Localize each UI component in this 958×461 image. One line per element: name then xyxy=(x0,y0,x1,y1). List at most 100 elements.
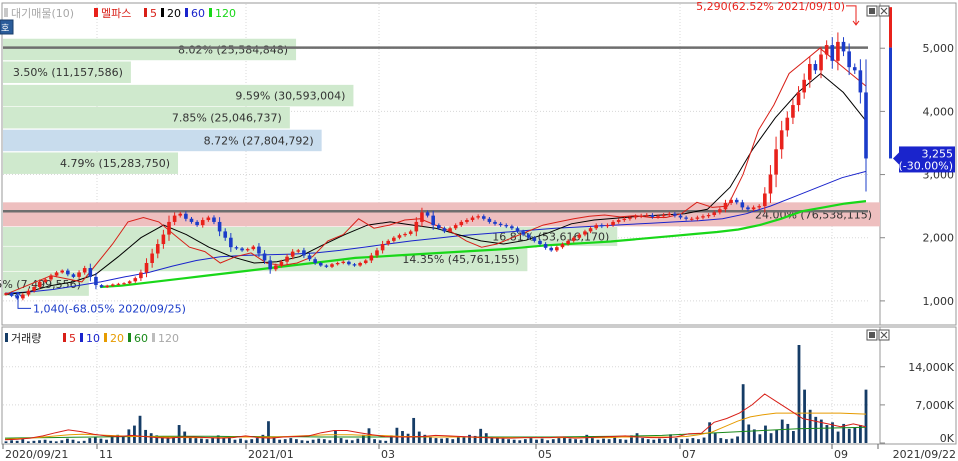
candle-body xyxy=(279,261,284,266)
volume-bar xyxy=(518,440,522,443)
candle-body xyxy=(105,285,109,287)
profile-label: 14.35% (45,761,155) xyxy=(402,253,519,266)
volume-bar xyxy=(384,440,388,443)
volume-tick-label: 0K xyxy=(940,432,955,445)
legend-price[interactable]: 멜파스 xyxy=(101,7,131,20)
candle-body xyxy=(549,247,554,251)
price-levels xyxy=(3,46,868,213)
candles xyxy=(4,32,868,301)
candle-body xyxy=(864,92,868,159)
volume-bar xyxy=(110,437,114,443)
candle-body xyxy=(453,225,458,229)
volume-bar xyxy=(4,441,8,443)
candle-body xyxy=(167,221,171,235)
profile-bar xyxy=(3,226,618,246)
candle-body xyxy=(403,233,407,236)
volume-bar xyxy=(389,435,393,443)
side-toggle[interactable]: 호 xyxy=(0,19,14,35)
volume-bar xyxy=(685,438,689,443)
volume-bar xyxy=(239,438,242,443)
low-annotation: 1,040(-68.05% 2020/09/25) xyxy=(33,302,186,315)
volume-bar xyxy=(272,437,276,443)
volume-bar xyxy=(630,435,633,443)
profile-bar xyxy=(3,61,131,83)
volume-axis: 14,000K 7,000K 0K xyxy=(880,361,955,445)
legend-swatch-ma120 xyxy=(209,8,212,17)
volume-bar xyxy=(451,439,455,443)
volume-bar xyxy=(412,417,416,443)
legend-ma5[interactable]: 5 xyxy=(150,7,157,20)
volume-bar xyxy=(546,440,550,443)
candle-body xyxy=(594,225,598,229)
profile-bar xyxy=(3,129,322,152)
side-toggle-button[interactable] xyxy=(0,19,14,35)
volume-bar xyxy=(814,416,818,443)
volume-bar xyxy=(479,428,483,443)
legend-vol-ma120[interactable]: 120 xyxy=(158,332,179,345)
profile-label: 7.85% (25,046,737) xyxy=(172,112,282,125)
legend-ma60[interactable]: 60 xyxy=(191,7,205,20)
volume-bar xyxy=(808,409,812,443)
candle-body xyxy=(712,212,717,215)
candle-body xyxy=(526,234,531,238)
volume-bar xyxy=(60,440,64,443)
candle-body xyxy=(324,265,329,267)
side-toggle-label: 호 xyxy=(1,23,9,34)
price-tick-label: 4,000 xyxy=(923,105,955,118)
volume-bar xyxy=(490,436,494,443)
date-label: 11 xyxy=(99,448,113,461)
candle-body xyxy=(347,261,351,265)
profile-label: 8.02% (25,584,848) xyxy=(178,43,288,56)
legend-vol-ma5[interactable]: 5 xyxy=(69,332,76,345)
high-annotation: 5,290(62.52% 2021/09/10) xyxy=(696,0,845,13)
volume-bar xyxy=(227,436,231,443)
volume-bar xyxy=(719,438,723,443)
candle-body xyxy=(600,225,604,227)
candle-body xyxy=(88,268,93,277)
candle-body xyxy=(813,64,818,71)
price-tick-label: 1,000 xyxy=(923,295,955,308)
candle-body xyxy=(341,261,346,263)
volume-bar xyxy=(322,439,326,443)
axis-range-up xyxy=(889,7,892,48)
volume-bar xyxy=(797,345,801,443)
volume-bar xyxy=(255,438,259,443)
volume-bar xyxy=(289,438,293,443)
profile-bar xyxy=(3,152,179,174)
candle-body xyxy=(49,275,53,280)
volume-bar xyxy=(267,421,270,443)
candle-body xyxy=(375,250,379,256)
legend-ma120[interactable]: 120 xyxy=(215,7,236,20)
legend-vol-ma60[interactable]: 60 xyxy=(134,332,148,345)
volume-bar xyxy=(300,440,304,443)
candle-body xyxy=(318,262,323,266)
candle-body xyxy=(431,215,435,226)
candle-body xyxy=(470,217,475,221)
legend-profile[interactable]: 대기매물(10) xyxy=(11,7,74,20)
volume-bar xyxy=(294,439,298,443)
candle-body xyxy=(302,250,306,256)
volume-bar xyxy=(775,429,779,443)
volume-bar xyxy=(496,438,499,443)
volume-bar xyxy=(691,438,695,443)
legend-volume[interactable]: 거래량 xyxy=(11,332,41,345)
candle-body xyxy=(830,45,835,61)
legend-vol-ma10[interactable]: 10 xyxy=(86,332,100,345)
volume-bar xyxy=(551,439,555,443)
candle-body xyxy=(487,218,492,222)
volume-bar xyxy=(261,434,265,443)
volume-bar xyxy=(468,434,471,443)
volume-bar xyxy=(32,440,36,443)
candle-body xyxy=(841,41,846,52)
candle-body xyxy=(335,262,340,265)
volume-panel-buttons xyxy=(866,329,890,341)
volume-bar xyxy=(116,434,120,443)
legend-ma20[interactable]: 20 xyxy=(167,7,181,20)
volume-bar xyxy=(758,434,762,443)
volume-bar xyxy=(523,439,527,443)
volume-bar xyxy=(10,440,13,443)
legend-vol-ma20[interactable]: 20 xyxy=(110,332,124,345)
price-panel-settings-icon xyxy=(869,8,875,14)
volume-bar xyxy=(462,436,466,443)
volume-bar xyxy=(155,435,159,443)
